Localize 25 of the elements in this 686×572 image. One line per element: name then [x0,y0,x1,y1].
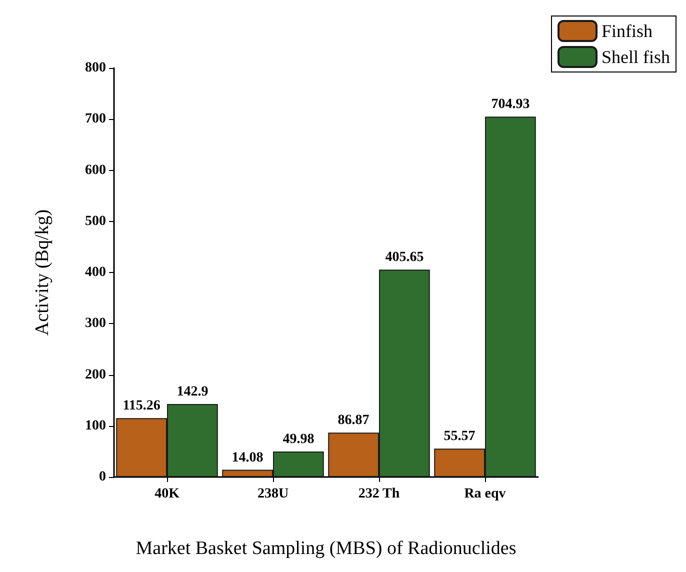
y-tick-label: 600 [85,162,106,178]
y-axis-title: Activity (Bq/kg) [32,209,53,336]
data-label: 115.26 [122,398,160,414]
y-tick-label: 300 [85,316,106,332]
data-label: 142.9 [176,384,208,400]
x-axis-title: Market Basket Sampling (MBS) of Radionuclides [136,538,516,559]
y-tick-label: 400 [85,265,106,280]
y-tick-label: 800 [85,60,106,76]
y-tick-label: 0 [99,470,106,484]
data-label: 405.65 [385,250,424,266]
y-tick-label: 100 [85,418,106,434]
data-label: 704.93 [491,97,530,112]
x-tick-label: 238U [257,486,289,502]
y-tick-label: 500 [85,214,106,229]
legend-label: Finfish [602,21,653,41]
data-label: 86.87 [338,413,370,428]
data-label: 49.98 [282,432,314,447]
legend-label: Shell fish [602,47,670,67]
data-label: 14.08 [232,450,264,466]
y-tick-label: 200 [85,367,106,382]
data-label: 55.57 [444,429,476,444]
x-tick-label: Ra eqv [464,486,506,502]
x-tick-label: 232 Th [358,486,400,502]
y-tick-label: 700 [85,112,106,127]
x-tick-label: 40K [154,486,180,502]
